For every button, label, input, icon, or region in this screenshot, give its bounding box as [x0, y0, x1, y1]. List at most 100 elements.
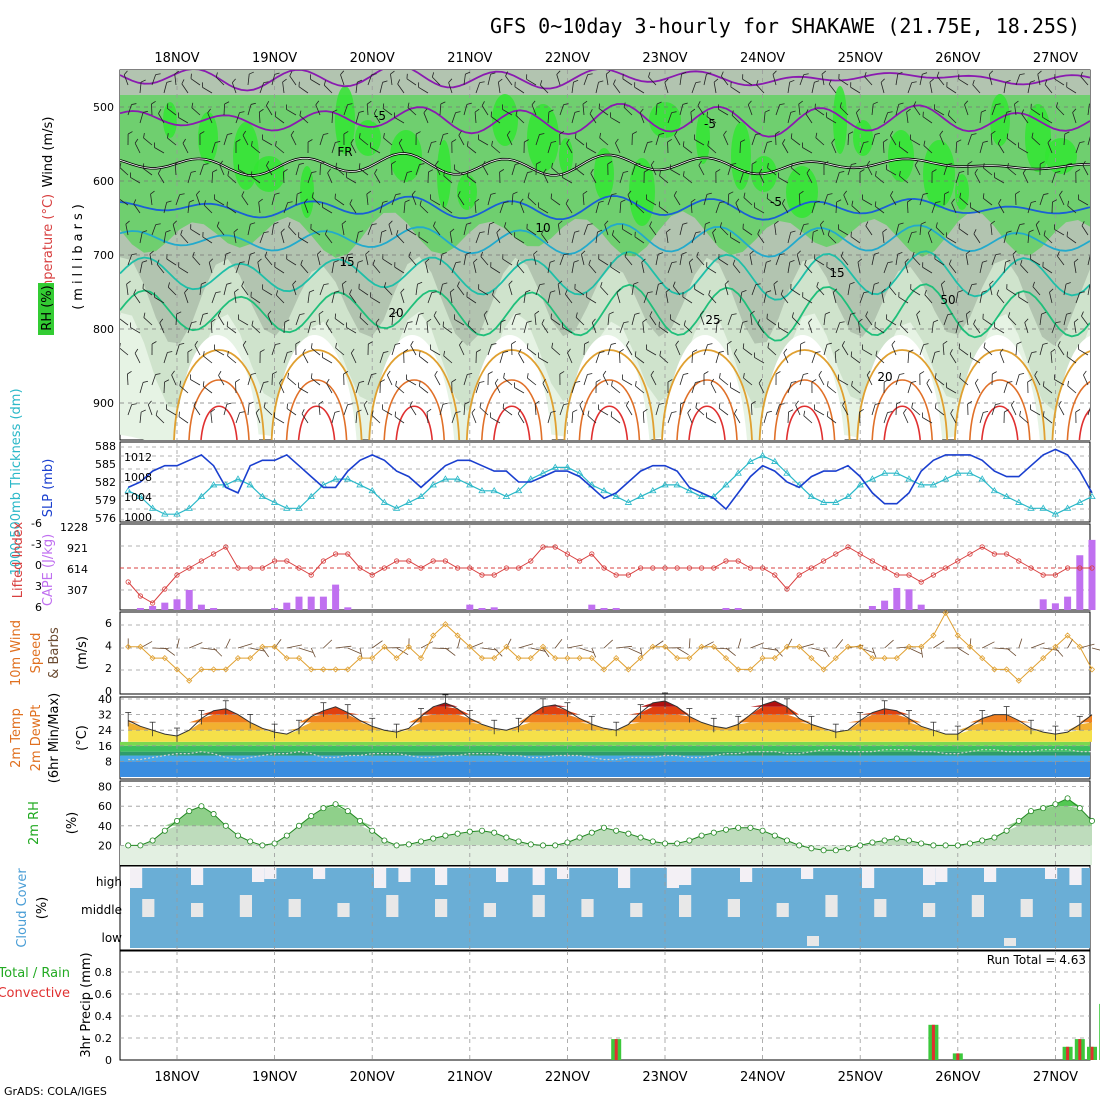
wind-barb-flag — [816, 281, 819, 287]
wind-barb-flag — [471, 408, 476, 414]
wind-barb-staff — [1075, 292, 1081, 304]
thickness-point — [673, 481, 681, 488]
cape-bar — [283, 602, 291, 610]
wind-barb-flag — [908, 349, 914, 353]
wind-barb-staff — [802, 296, 813, 304]
wind-barb-flag — [235, 378, 240, 383]
wind-barb-flag — [300, 259, 303, 265]
li-point — [235, 565, 241, 571]
wind-barb-flag — [257, 258, 262, 263]
wind-barb-staff — [670, 319, 681, 326]
wind-barb-staff — [820, 224, 825, 236]
wind-barb-flag — [798, 100, 803, 105]
wind-barb-staff — [571, 82, 574, 94]
wind-barb-flag — [831, 138, 835, 144]
wind-barb-flag — [431, 291, 437, 294]
wind-barb-flag — [774, 220, 779, 225]
wind-barb-staff — [473, 262, 477, 274]
wind-barb-flag — [706, 192, 712, 195]
wind-barb-staff — [691, 232, 697, 244]
wind-barb-flag — [659, 132, 665, 135]
wind-barb-staff — [139, 112, 144, 124]
wind-barb-staff — [133, 293, 141, 304]
wind-barb-flag — [981, 109, 987, 113]
rh2m-point — [808, 845, 815, 852]
wind-barb-flag — [1005, 80, 1011, 83]
li-point — [564, 551, 571, 557]
wind-barb-staff — [635, 205, 645, 214]
wind-barb-staff — [791, 138, 801, 146]
wind-barb-staff — [318, 314, 321, 326]
wind-barb-flag — [735, 198, 740, 204]
thickness-point — [356, 481, 364, 488]
wind-barb-flag — [997, 139, 1001, 144]
wind-barb-flag — [791, 381, 797, 383]
top-date-label: 26NOV — [935, 51, 980, 66]
wind-barb-staff — [991, 404, 996, 416]
contour-label: -5 — [704, 117, 716, 131]
wind-barb-flag — [851, 380, 853, 387]
wind-barb-flag — [988, 70, 994, 75]
wind-barb-staff — [865, 225, 873, 236]
wind-barb-10m — [1055, 647, 1064, 657]
wind-barb-flag — [311, 171, 317, 173]
wind-barb-flag — [482, 160, 486, 166]
wind-barb-staff — [832, 292, 837, 304]
wind-barb-flag — [455, 411, 461, 413]
precip-label-a: Total / Rain — [0, 966, 70, 981]
wind-barb-flag — [512, 191, 518, 195]
wind-barb-staff — [778, 327, 789, 334]
wind-barb-staff — [964, 104, 969, 116]
wind-barb-flag — [942, 340, 948, 345]
wind-barb-staff — [1007, 167, 1017, 176]
rh2m-point — [759, 827, 766, 834]
wind-point — [722, 655, 730, 662]
wind-barb-flag — [766, 260, 772, 263]
wind-barb-flag — [227, 170, 230, 176]
wind-barb-flag — [193, 401, 197, 407]
li-point — [1089, 565, 1095, 571]
wind-barb-10m — [1030, 642, 1045, 649]
wind-barb-staff — [607, 314, 610, 326]
wind-point — [552, 655, 559, 662]
rh-shading — [120, 70, 1090, 440]
pressure-tick: 900 — [93, 397, 114, 410]
wind-barb-staff — [551, 347, 561, 356]
wind-barb-flag — [705, 221, 711, 225]
thickness-point — [783, 469, 791, 476]
wind-barb-staff — [439, 254, 443, 266]
wind-barb-flag — [334, 410, 340, 413]
wind-point — [844, 643, 852, 650]
wind-barb-staff — [839, 106, 849, 116]
cape-bar — [1088, 539, 1096, 610]
wind-barb-staff — [718, 109, 729, 116]
wind-barb-staff — [319, 163, 321, 176]
wind-barb-10m — [164, 647, 176, 656]
wind-barb-flag — [1043, 193, 1049, 195]
wind-barb-staff — [300, 264, 309, 274]
wind-barb-flag — [208, 258, 214, 263]
wind-barb-flag — [858, 318, 863, 323]
wind-barb-staff — [890, 135, 897, 146]
wind-barb-staff — [602, 374, 609, 386]
li-point — [454, 565, 461, 571]
wind-barb-staff — [835, 322, 841, 334]
wind-barb-flag — [623, 170, 629, 173]
wind-barb-flag — [874, 201, 877, 207]
wind-barb-staff — [218, 375, 225, 386]
cape-bar — [271, 607, 279, 610]
wind-barb-flag — [342, 280, 347, 285]
wind-barb-staff — [919, 194, 924, 206]
wind-barb-flag — [166, 80, 172, 83]
contour-label: 10 — [535, 221, 550, 235]
wind-barb-flag — [887, 411, 893, 413]
wind-barb-staff — [355, 412, 358, 424]
wind-barb-staff — [250, 176, 261, 184]
wind-barb-flag — [959, 372, 961, 378]
wind-barb-flag — [479, 381, 485, 383]
wind-barb-flag — [779, 253, 785, 256]
wind-barb-10m — [872, 647, 877, 658]
contour-label: -5 — [374, 109, 386, 123]
wind-barb-staff — [697, 105, 705, 116]
